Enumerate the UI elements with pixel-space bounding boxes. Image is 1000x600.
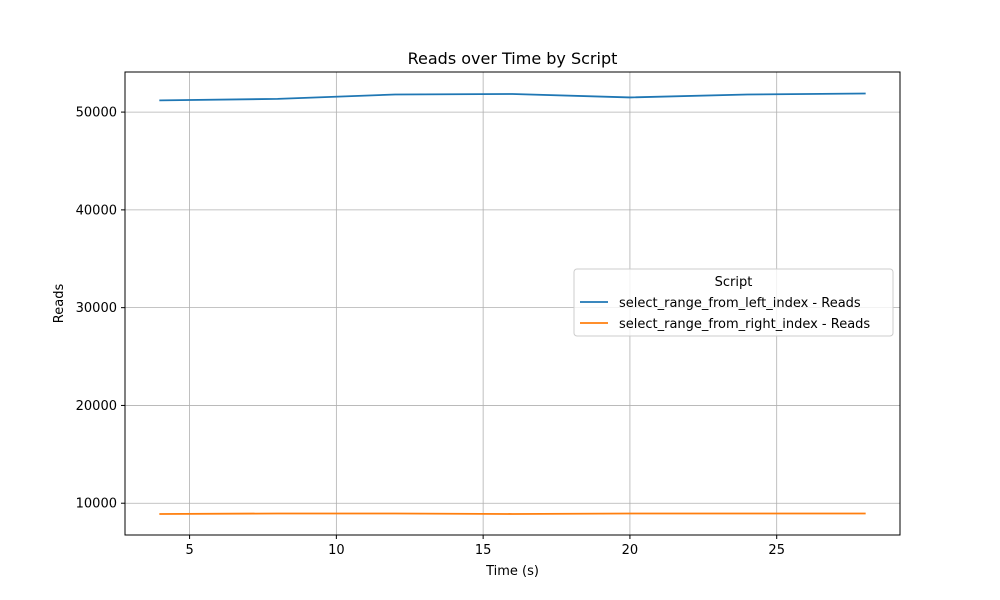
- x-tick-label: 10: [328, 543, 345, 558]
- grid: [125, 72, 900, 535]
- y-tick-label: 10000: [76, 497, 117, 512]
- legend-title: Script: [715, 275, 753, 290]
- series-line-1: [159, 92, 866, 102]
- y-axis-label: Reads: [52, 284, 67, 324]
- legend-entries: select_range_from_left_index - Reads sele…: [580, 296, 870, 332]
- x-tick-label: 25: [768, 543, 785, 558]
- series-layer: [159, 92, 866, 515]
- x-tick-label: 15: [475, 543, 492, 558]
- y-tick-label: 30000: [76, 301, 117, 316]
- y-tick-label: 20000: [76, 399, 117, 414]
- legend-label-1: select_range_from_left_index - Reads: [619, 296, 861, 311]
- x-tick-label: 20: [622, 543, 639, 558]
- legend: Script select_range_from_left_index - Re…: [573, 268, 894, 337]
- x-tick-label: 5: [185, 543, 193, 558]
- plot-frame: [124, 71, 901, 536]
- ticks: 5 10 15 20 25 10000 20000 30000 40000 50000: [76, 106, 785, 558]
- chart-title: Reads over Time by Script: [408, 49, 618, 68]
- x-axis-label: Time (s): [485, 564, 539, 579]
- y-tick-label: 40000: [76, 203, 117, 218]
- y-tick-label: 50000: [76, 106, 117, 121]
- legend-label-2: select_range_from_right_index - Reads: [619, 317, 870, 332]
- legend-box: [573, 268, 894, 337]
